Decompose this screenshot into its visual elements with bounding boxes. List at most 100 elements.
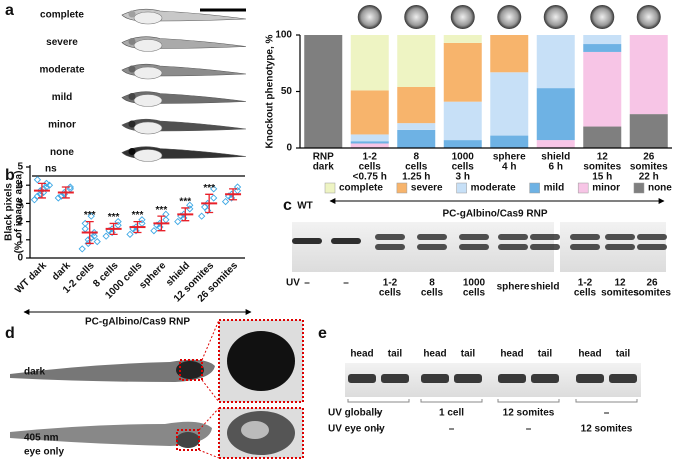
embryo-image: [497, 5, 522, 29]
x-tick-label: cells: [405, 162, 428, 173]
panel-label: e: [318, 325, 327, 342]
data-point: [54, 194, 62, 202]
lane-label: WT: [297, 201, 313, 212]
gel-band: [637, 234, 667, 240]
y-axis-label: (% of image area): [14, 171, 25, 254]
bar-segment: [583, 44, 622, 52]
gel-band: [498, 234, 528, 240]
lane-label: head: [350, 349, 373, 360]
condition-label: eye only: [24, 447, 64, 458]
gel-band: [576, 374, 604, 383]
condition-label: dark: [24, 367, 46, 378]
lane-label: shield: [531, 282, 560, 293]
gel-band: [637, 244, 667, 250]
data-point: [126, 230, 134, 238]
data-point: [33, 176, 42, 184]
bracket: [347, 399, 410, 403]
data-point: [150, 227, 158, 235]
lane-label: 1000: [463, 278, 486, 289]
fish-eye: [128, 148, 136, 155]
significance-label: ***: [132, 210, 144, 221]
gel-band: [331, 238, 361, 244]
x-tick-label: somites: [583, 162, 621, 173]
fish-yolk: [133, 11, 163, 25]
x-tick-label: <0.75 h: [353, 172, 387, 183]
y-tick-label: 0: [17, 253, 23, 264]
x-tick-label: sphere: [137, 260, 168, 291]
gel-band: [531, 374, 559, 383]
fish-eye: [128, 120, 136, 128]
lane-label: 12: [614, 278, 626, 289]
x-tick-label: shield: [541, 152, 570, 163]
bar-segment: [536, 88, 575, 141]
significance-label: ***: [108, 212, 120, 223]
bar-segment: [350, 134, 389, 142]
y-tick-label: 1: [17, 234, 23, 245]
lane-label: somites: [601, 288, 639, 299]
bar-segment: [350, 143, 389, 148]
legend-swatch: [633, 182, 645, 194]
bar-segment: [443, 35, 482, 43]
row-value: –: [526, 424, 532, 435]
gel-band: [417, 244, 447, 250]
legend-swatch: [456, 182, 467, 194]
fish-yolk: [133, 121, 163, 135]
fish-yolk: [133, 149, 163, 162]
data-point: [233, 183, 242, 191]
x-tick-label: 6 h: [549, 162, 563, 173]
fish-yolk: [133, 66, 163, 80]
y-tick-label: 5: [17, 162, 23, 173]
row-value: –: [449, 424, 455, 435]
x-tick-label: 8: [413, 152, 419, 163]
data-point: [186, 201, 194, 209]
panel-label: b: [5, 167, 15, 184]
lane-label: cells: [379, 288, 402, 299]
legend-label: none: [648, 183, 672, 194]
data-point: [30, 196, 39, 204]
x-tick-label: dark: [313, 162, 335, 173]
data-point: [201, 203, 209, 211]
bar-segment: [490, 35, 529, 73]
y-tick-label: 3: [17, 198, 23, 209]
embryo-image: [404, 5, 429, 29]
data-point: [66, 183, 74, 191]
data-point: [102, 232, 110, 240]
bar-segment: [536, 140, 575, 148]
row-value: 12 somites: [503, 408, 555, 419]
x-tick-label: 1.25 h: [402, 172, 430, 183]
lane-label: 1-2: [383, 278, 398, 289]
lane-label: 8: [429, 278, 435, 289]
x-tick-label: somites: [630, 162, 668, 173]
group-label: PC-gAlbino/Cas9 RNP: [442, 209, 547, 220]
bar-segment: [583, 35, 622, 45]
row-value: 1 cell: [439, 408, 464, 419]
bracket: [575, 399, 638, 403]
data-point: [90, 232, 98, 240]
lane-label: cells: [574, 288, 597, 299]
embryo-image: [357, 5, 382, 29]
legend-label: minor: [592, 183, 620, 194]
y-axis-label: Knockout phenotype, %: [265, 34, 276, 148]
lane-label: somites: [633, 288, 671, 299]
data-point: [198, 212, 206, 220]
phenotype-label: moderate: [39, 65, 84, 76]
phenotype-label: complete: [40, 10, 84, 21]
gel-band: [459, 244, 489, 250]
row-value: –: [376, 424, 382, 435]
data-point: [221, 197, 230, 206]
lane-label: head: [423, 349, 446, 360]
bar-segment: [490, 72, 529, 136]
legend-label: mild: [544, 183, 565, 194]
x-tick-label: RNP: [313, 152, 334, 163]
gel-band: [570, 234, 600, 240]
fish-yolk: [133, 39, 163, 52]
x-tick-label: WT dark: [13, 260, 49, 296]
phenotype-label: severe: [46, 37, 78, 48]
gel-band: [417, 234, 447, 240]
lane-label: 1-2: [578, 278, 593, 289]
significance-label: ***: [179, 197, 191, 208]
x-tick-label: 22 h: [639, 172, 659, 183]
fish-yolk: [133, 94, 163, 107]
data-point: [78, 245, 86, 253]
